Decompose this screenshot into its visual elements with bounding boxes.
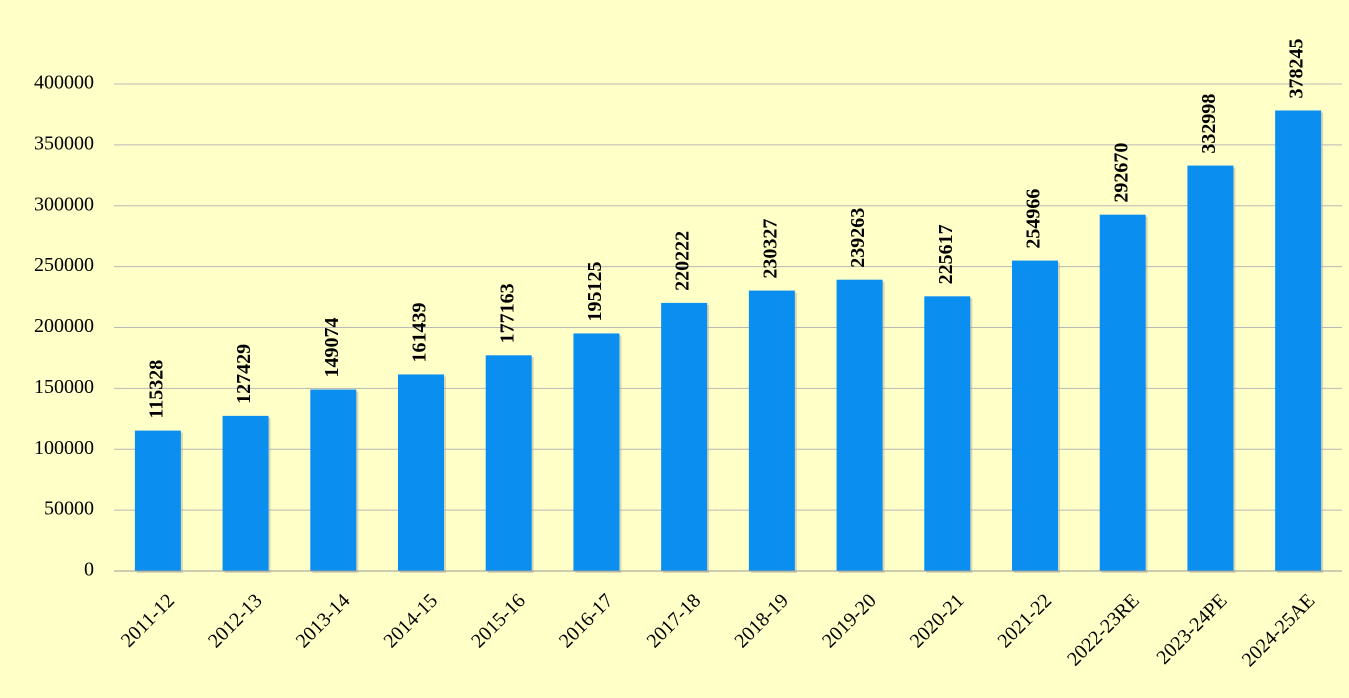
- x-tick-label: 2023-24PE: [1152, 590, 1231, 669]
- x-tick-label: 2013-14: [292, 590, 355, 653]
- y-tick-label: 100000: [34, 437, 94, 459]
- x-tick-label: 2015-16: [467, 590, 530, 653]
- x-tick-label: 2022-23RE: [1063, 590, 1144, 671]
- value-label: 220222: [672, 231, 694, 291]
- x-tick-label: 2016-17: [555, 590, 618, 653]
- y-tick-label: 200000: [34, 315, 94, 337]
- x-tick-label: 2017-18: [643, 590, 706, 653]
- bar: [1275, 110, 1322, 572]
- x-tick-label: 2014-15: [379, 590, 442, 653]
- bar: [573, 333, 620, 571]
- bar: [924, 296, 971, 571]
- bar: [1012, 260, 1058, 571]
- x-tick-label: 2024-25AE: [1238, 590, 1320, 672]
- value-label: 378245: [1286, 38, 1308, 98]
- value-label: 127429: [233, 344, 255, 404]
- y-tick-label: 300000: [34, 193, 94, 215]
- x-tick-label: 2021-22: [993, 590, 1056, 653]
- x-tick-label: 2019-20: [818, 590, 881, 653]
- y-tick-label: 150000: [34, 376, 94, 398]
- y-tick-label: 50000: [44, 498, 94, 520]
- y-tick-label: 0: [84, 559, 94, 581]
- x-tick-label: 2018-19: [730, 590, 793, 653]
- value-label: 332998: [1198, 94, 1220, 154]
- y-tick-label: 250000: [34, 254, 94, 276]
- value-label: 195125: [584, 261, 606, 321]
- value-label: 254966: [1023, 189, 1045, 249]
- bar: [1187, 165, 1234, 571]
- bar: [1099, 214, 1146, 572]
- x-tick-label: 2020-21: [906, 590, 969, 653]
- value-label: 292670: [1110, 143, 1132, 203]
- bar: [310, 389, 357, 571]
- y-tick-label: 350000: [34, 132, 94, 154]
- x-tick-label: 2012-13: [204, 590, 267, 653]
- value-label: 225617: [935, 224, 957, 284]
- value-label: 177163: [496, 283, 518, 343]
- value-label: 230327: [759, 219, 781, 279]
- bar: [748, 290, 795, 571]
- y-tick-label: 400000: [34, 72, 94, 94]
- value-label: 239263: [847, 208, 869, 268]
- value-label: 149074: [321, 318, 343, 378]
- value-label: 115328: [145, 360, 167, 419]
- bar: [661, 302, 708, 571]
- bar: [398, 374, 444, 571]
- bar: [836, 279, 883, 571]
- x-tick-label: 2011-12: [117, 590, 179, 652]
- bar: [134, 430, 181, 571]
- value-label: 161439: [409, 302, 431, 362]
- bar: [222, 415, 269, 571]
- bar: [485, 355, 532, 571]
